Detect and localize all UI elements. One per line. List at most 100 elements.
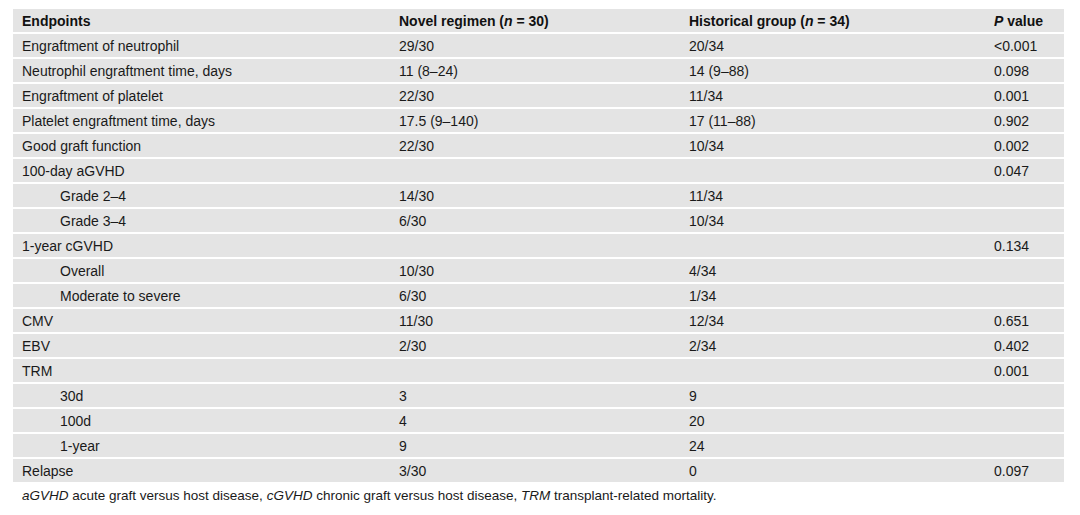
endpoint-cell: Relapse bbox=[13, 459, 390, 482]
historical-group-cell: 11/34 bbox=[680, 184, 985, 207]
p-value-cell bbox=[985, 434, 1064, 457]
endpoint-cell: Moderate to severe bbox=[13, 284, 390, 307]
p-value-cell: <0.001 bbox=[985, 34, 1064, 57]
novel-regimen-cell bbox=[390, 234, 680, 257]
table-row: TRM 0.001 bbox=[13, 359, 1064, 382]
novel-regimen-cell: 11/30 bbox=[390, 309, 680, 332]
endpoint-cell: Overall bbox=[13, 259, 390, 282]
endpoint-cell: Neutrophil engraftment time, days bbox=[13, 59, 390, 82]
table-footnote: aGVHD acute graft versus host disease, c… bbox=[22, 488, 1064, 503]
table-row: 1-year924 bbox=[13, 434, 1064, 457]
column-header-endpoints: Endpoints bbox=[13, 9, 390, 32]
historical-group-cell bbox=[680, 234, 985, 257]
historical-group-cell: 24 bbox=[680, 434, 985, 457]
table-row: CMV11/3012/340.651 bbox=[13, 309, 1064, 332]
p-value-cell bbox=[985, 384, 1064, 407]
column-header-novel-regimen: Novel regimen (n = 30) bbox=[390, 9, 680, 32]
p-value-cell: 0.097 bbox=[985, 459, 1064, 482]
italic-term: n bbox=[504, 13, 513, 29]
table-row: Engraftment of platelet22/3011/340.001 bbox=[13, 84, 1064, 107]
novel-regimen-cell: 3/30 bbox=[390, 459, 680, 482]
table-row: 30d39 bbox=[13, 384, 1064, 407]
p-value-cell: 0.001 bbox=[985, 84, 1064, 107]
endpoint-cell: Engraftment of platelet bbox=[13, 84, 390, 107]
p-value-cell bbox=[985, 409, 1064, 432]
p-value-cell: 0.002 bbox=[985, 134, 1064, 157]
novel-regimen-cell: 22/30 bbox=[390, 84, 680, 107]
historical-group-cell: 0 bbox=[680, 459, 985, 482]
table-row: Platelet engraftment time, days17.5 (9–1… bbox=[13, 109, 1064, 132]
table-row: Good graft function22/3010/340.002 bbox=[13, 134, 1064, 157]
p-value-cell: 0.047 bbox=[985, 159, 1064, 182]
novel-regimen-cell: 4 bbox=[390, 409, 680, 432]
endpoint-cell: CMV bbox=[13, 309, 390, 332]
table-container: EndpointsNovel regimen (n = 30)Historica… bbox=[13, 7, 1064, 503]
table-row: 100d420 bbox=[13, 409, 1064, 432]
novel-regimen-cell: 10/30 bbox=[390, 259, 680, 282]
endpoint-cell: 30d bbox=[13, 384, 390, 407]
table-row: Grade 2–414/3011/34 bbox=[13, 184, 1064, 207]
endpoint-cell: 100-day aGVHD bbox=[13, 159, 390, 182]
endpoint-cell: 1-year cGVHD bbox=[13, 234, 390, 257]
historical-group-cell: 20/34 bbox=[680, 34, 985, 57]
p-value-cell bbox=[985, 259, 1064, 282]
p-value-cell: 0.134 bbox=[985, 234, 1064, 257]
novel-regimen-cell bbox=[390, 159, 680, 182]
endpoint-cell: Grade 2–4 bbox=[13, 184, 390, 207]
italic-term: n bbox=[805, 13, 814, 29]
p-value-cell: 0.098 bbox=[985, 59, 1064, 82]
column-header-p-value: P value bbox=[985, 9, 1064, 32]
p-value-cell: 0.402 bbox=[985, 334, 1064, 357]
table-row: Relapse3/3000.097 bbox=[13, 459, 1064, 482]
novel-regimen-cell: 6/30 bbox=[390, 284, 680, 307]
table-row: Moderate to severe6/301/34 bbox=[13, 284, 1064, 307]
table-row: Overall10/304/34 bbox=[13, 259, 1064, 282]
historical-group-cell: 12/34 bbox=[680, 309, 985, 332]
endpoint-cell: Platelet engraftment time, days bbox=[13, 109, 390, 132]
novel-regimen-cell: 22/30 bbox=[390, 134, 680, 157]
abbreviation-term: cGVHD bbox=[267, 488, 313, 503]
table-row: 1-year cGVHD 0.134 bbox=[13, 234, 1064, 257]
novel-regimen-cell: 3 bbox=[390, 384, 680, 407]
novel-regimen-cell: 14/30 bbox=[390, 184, 680, 207]
novel-regimen-cell: 6/30 bbox=[390, 209, 680, 232]
table-row: Neutrophil engraftment time, days11 (8–2… bbox=[13, 59, 1064, 82]
novel-regimen-cell: 17.5 (9–140) bbox=[390, 109, 680, 132]
historical-group-cell: 4/34 bbox=[680, 259, 985, 282]
novel-regimen-cell bbox=[390, 359, 680, 382]
historical-group-cell: 14 (9–88) bbox=[680, 59, 985, 82]
novel-regimen-cell: 9 bbox=[390, 434, 680, 457]
historical-group-cell bbox=[680, 159, 985, 182]
abbreviation-term: TRM bbox=[521, 488, 550, 503]
column-header-historical-group: Historical group (n = 34) bbox=[680, 9, 985, 32]
endpoint-cell: Grade 3–4 bbox=[13, 209, 390, 232]
endpoint-cell: 1-year bbox=[13, 434, 390, 457]
endpoint-cell: Good graft function bbox=[13, 134, 390, 157]
table-header-row: EndpointsNovel regimen (n = 30)Historica… bbox=[13, 9, 1064, 32]
historical-group-cell: 2/34 bbox=[680, 334, 985, 357]
p-value-cell: 0.651 bbox=[985, 309, 1064, 332]
historical-group-cell: 20 bbox=[680, 409, 985, 432]
historical-group-cell: 10/34 bbox=[680, 209, 985, 232]
historical-group-cell: 11/34 bbox=[680, 84, 985, 107]
novel-regimen-cell: 2/30 bbox=[390, 334, 680, 357]
novel-regimen-cell: 29/30 bbox=[390, 34, 680, 57]
table-row: EBV2/302/340.402 bbox=[13, 334, 1064, 357]
p-value-cell: 0.902 bbox=[985, 109, 1064, 132]
endpoint-cell: Engraftment of neutrophil bbox=[13, 34, 390, 57]
italic-term: P bbox=[994, 13, 1003, 29]
abbreviation-term: aGVHD bbox=[22, 488, 69, 503]
p-value-cell bbox=[985, 209, 1064, 232]
novel-regimen-cell: 11 (8–24) bbox=[390, 59, 680, 82]
historical-group-cell: 17 (11–88) bbox=[680, 109, 985, 132]
historical-group-cell bbox=[680, 359, 985, 382]
endpoint-cell: TRM bbox=[13, 359, 390, 382]
table-row: Grade 3–46/3010/34 bbox=[13, 209, 1064, 232]
historical-group-cell: 1/34 bbox=[680, 284, 985, 307]
p-value-cell: 0.001 bbox=[985, 359, 1064, 382]
p-value-cell bbox=[985, 184, 1064, 207]
endpoints-table: EndpointsNovel regimen (n = 30)Historica… bbox=[13, 7, 1064, 484]
historical-group-cell: 9 bbox=[680, 384, 985, 407]
historical-group-cell: 10/34 bbox=[680, 134, 985, 157]
endpoint-cell: 100d bbox=[13, 409, 390, 432]
